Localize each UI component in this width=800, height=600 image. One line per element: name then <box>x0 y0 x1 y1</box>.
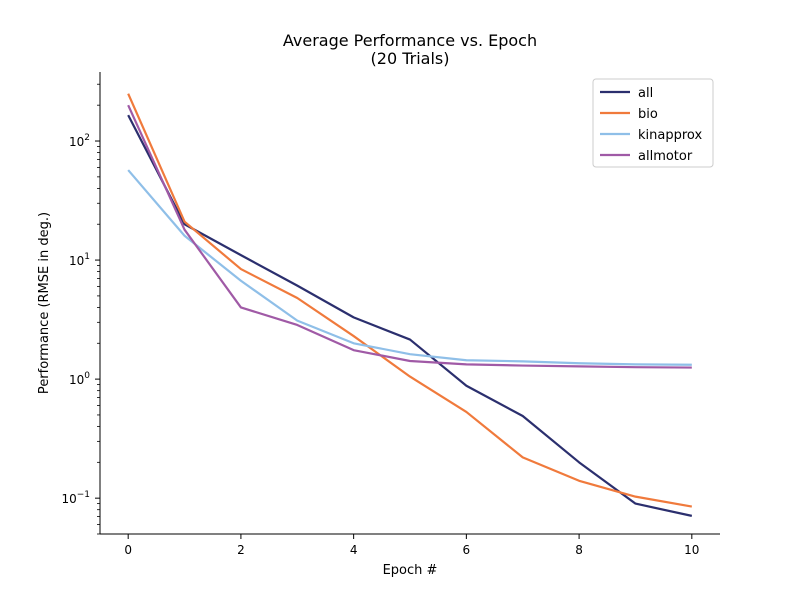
y-tick-exponent: 0 <box>84 371 90 381</box>
x-ticks: 0 2 4 6 8 10 <box>124 534 699 557</box>
y-tick-label: 101 <box>69 252 90 268</box>
y-tick-exponent: −1 <box>77 490 90 500</box>
series-lines <box>127 93 693 517</box>
series-line-bio <box>127 93 693 508</box>
x-tick-label: 4 <box>350 543 358 557</box>
y-tick-base: 10 <box>61 492 76 506</box>
y-tick-label: 100 <box>69 371 90 387</box>
x-tick-label: 0 <box>124 543 132 557</box>
series-line-kinapprox <box>127 169 692 366</box>
y-minor-ticks <box>97 83 100 535</box>
x-axis-label: Epoch # <box>383 563 438 578</box>
chart-title: Average Performance vs. Epoch <box>283 31 537 50</box>
y-axis-label: Performance (RMSE in deg.) <box>37 212 52 394</box>
x-tick-label: 10 <box>684 543 699 557</box>
y-tick-exponent: 1 <box>84 252 90 262</box>
series-line-allmotor <box>127 104 692 369</box>
x-tick-label: 6 <box>463 543 471 557</box>
legend: all bio kinapprox allmotor <box>592 78 714 168</box>
y-tick-base: 10 <box>69 254 84 268</box>
y-tick-base: 10 <box>69 135 84 149</box>
series-line-all <box>127 114 693 517</box>
y-tick-base: 10 <box>69 373 84 387</box>
legend-label-kinapprox: kinapprox <box>638 128 702 143</box>
legend-label-all: all <box>638 86 653 101</box>
axes <box>99 72 720 535</box>
y-tick-label: 102 <box>69 133 90 149</box>
x-tick-label: 2 <box>237 543 245 557</box>
legend-box <box>592 78 714 168</box>
legend-label-allmotor: allmotor <box>638 149 693 164</box>
y-tick-exponent: 2 <box>84 133 90 143</box>
chart-subtitle: (20 Trials) <box>371 49 450 68</box>
x-tick-label: 8 <box>575 543 583 557</box>
legend-label-bio: bio <box>638 107 658 122</box>
y-tick-label: 10−1 <box>61 490 90 506</box>
